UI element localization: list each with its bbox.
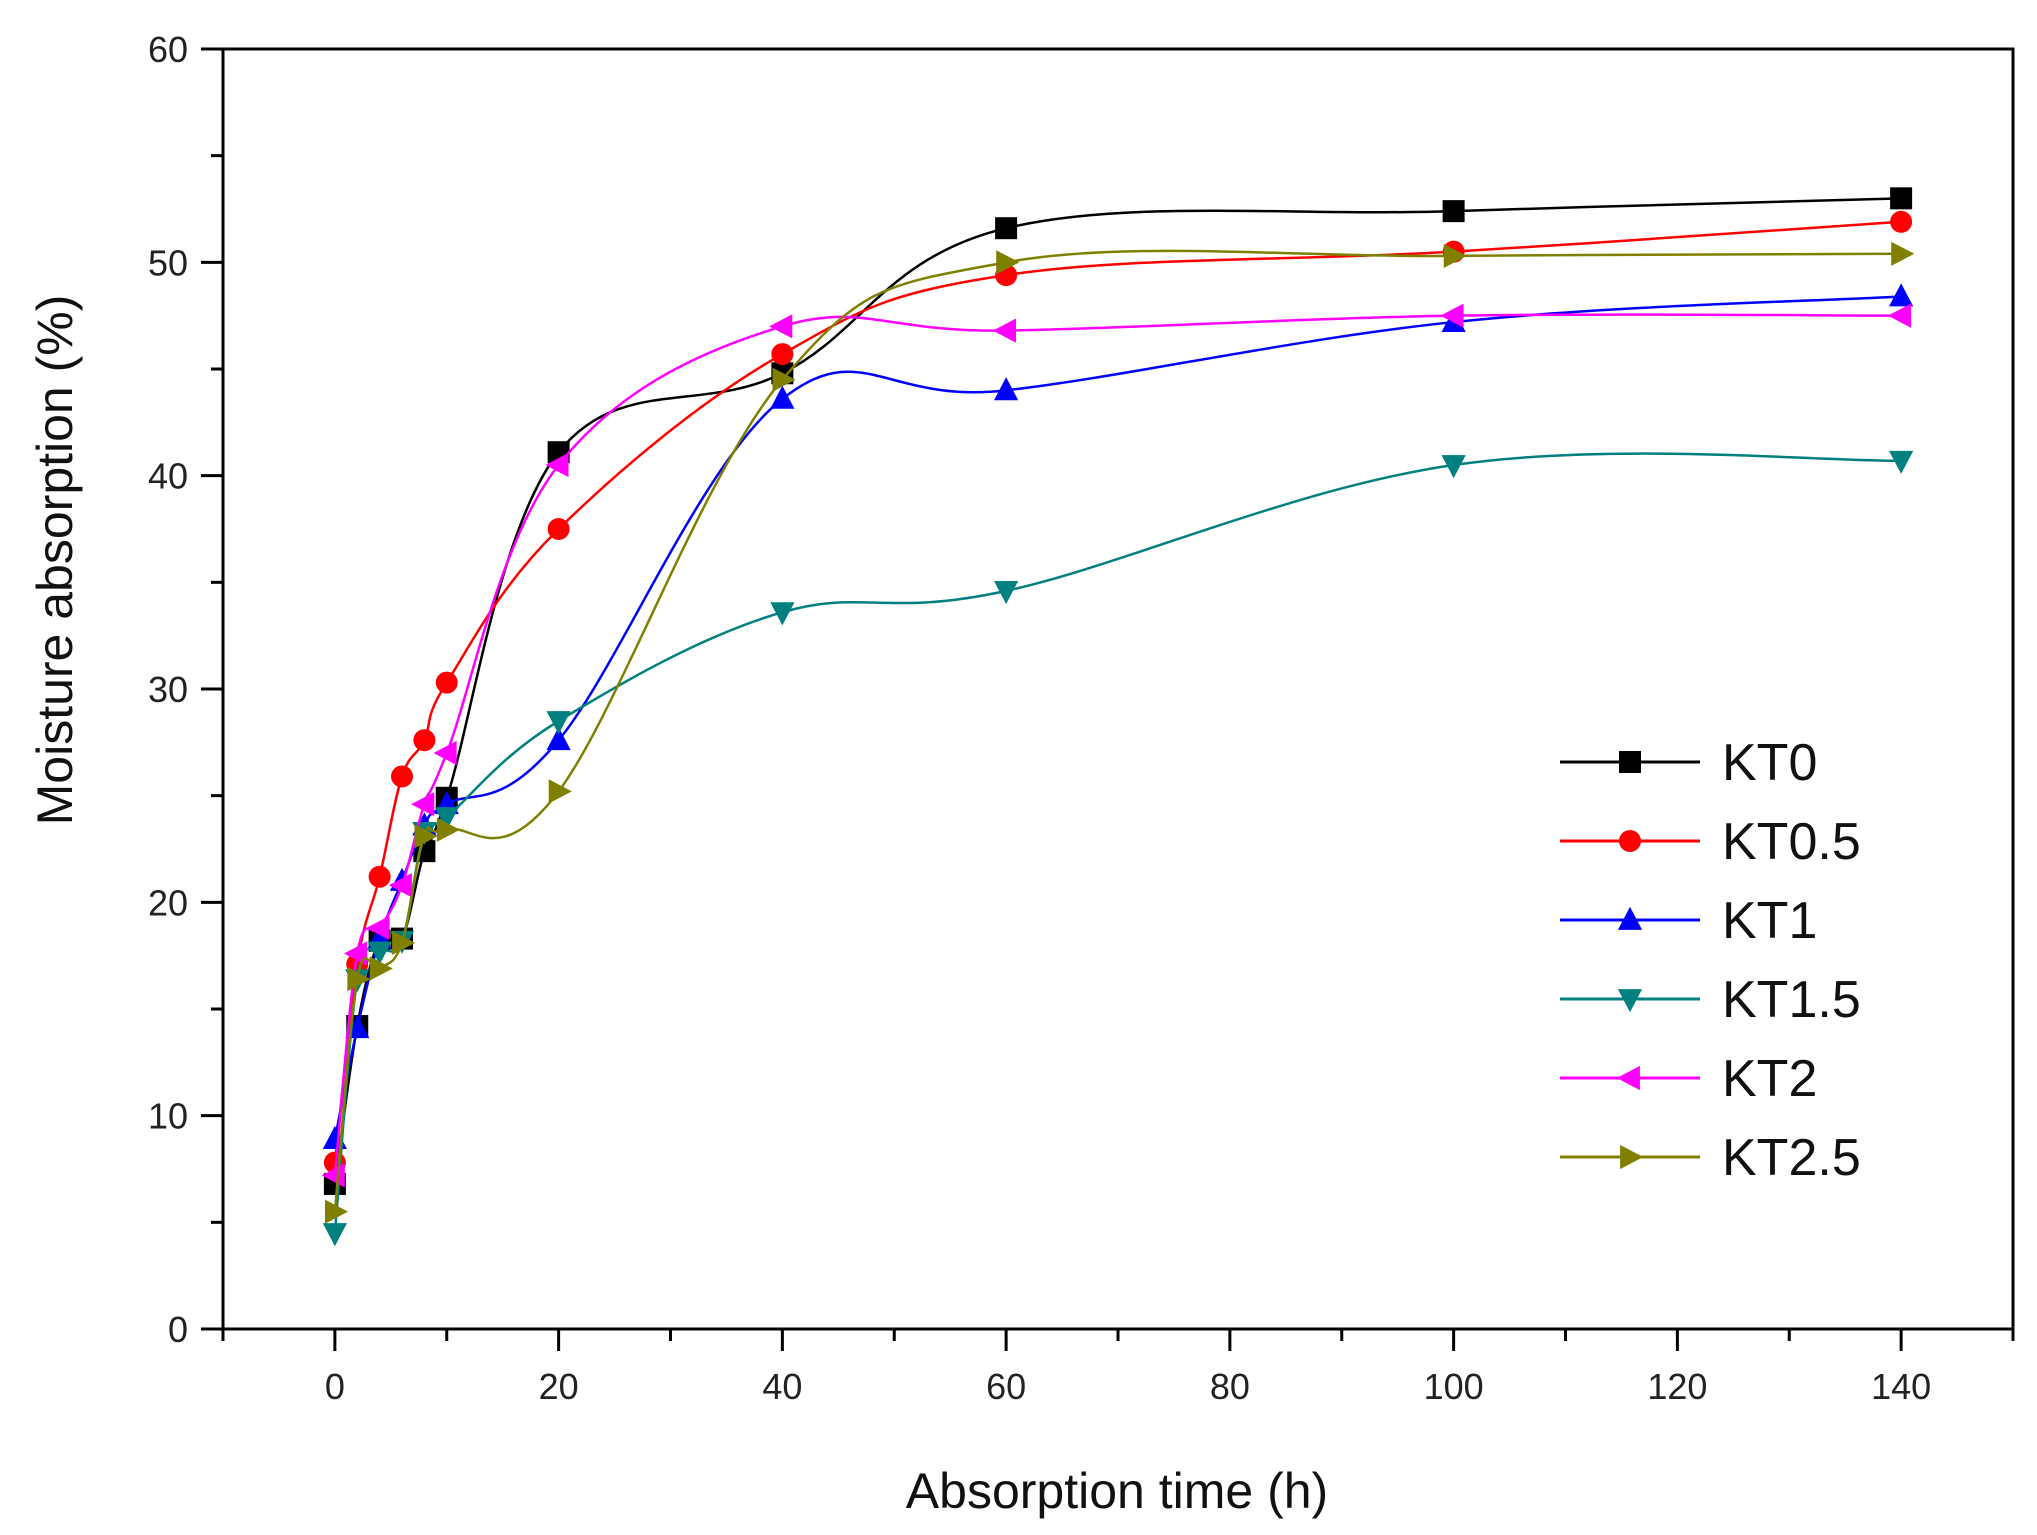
series-line-kt0 (333, 197, 1902, 1185)
legend-label-kt2: KT2 (1722, 1050, 1817, 1108)
data-point-kt0-5 (547, 518, 570, 540)
data-point-kt0 (1890, 187, 1913, 210)
series-line-kt2 (333, 313, 1902, 1176)
axes-layer: 0 20 40 60 80 100 120 140 0 10 20 30 40 50 60 (148, 29, 2015, 1407)
legend-marker-kt2-5 (1620, 1144, 1644, 1170)
series-kt2-5 (324, 241, 1915, 1224)
data-point-kt2 (1887, 303, 1912, 328)
data-point-kt0-5 (413, 729, 436, 752)
data-point-kt1-5 (1889, 450, 1914, 474)
x-tick-label: 60 (986, 1366, 1026, 1407)
legend-label-kt0-5: KT0.5 (1722, 813, 1861, 871)
legend-item-kt1-5: KT1.5 (1560, 971, 1861, 1029)
data-point-kt1-5 (367, 941, 392, 965)
data-point-kt1 (546, 727, 571, 751)
data-point-kt0-5 (1890, 210, 1913, 233)
y-tick-label: 30 (148, 669, 188, 710)
legend-label-kt1: KT1 (1722, 892, 1817, 950)
legend: KT0 KT0.5 KT1 KT1.5 KT2 KT2.5 (1560, 734, 1861, 1187)
y-tick-label: 50 (148, 242, 188, 283)
data-point-kt1-5 (1441, 455, 1466, 479)
x-tick-label: 140 (1871, 1366, 1931, 1407)
legend-marker-kt2 (1616, 1065, 1640, 1091)
data-point-kt1 (994, 377, 1019, 401)
series-line-kt2-5 (333, 249, 1902, 1212)
data-point-kt2-5 (347, 967, 371, 992)
legend-label-kt2-5: KT2.5 (1722, 1129, 1861, 1187)
legend-marker-kt0-5 (1619, 830, 1641, 852)
data-point-kt2 (388, 873, 412, 898)
x-tick-label: 100 (1424, 1366, 1484, 1407)
data-point-kt0-5 (368, 865, 391, 888)
legend-marker-kt1-5 (1617, 989, 1643, 1013)
legend-label-kt1-5: KT1.5 (1722, 971, 1861, 1029)
data-point-kt1 (770, 385, 795, 409)
data-point-kt1-5 (322, 1223, 347, 1247)
legend-item-kt0-5: KT0.5 (1560, 813, 1861, 871)
x-tick-label: 80 (1210, 1366, 1250, 1407)
legend-marker-kt0 (1619, 751, 1641, 773)
data-point-kt2 (1440, 303, 1464, 328)
data-point-kt2-5 (1891, 241, 1915, 266)
data-point-kt1-5 (546, 711, 571, 735)
data-point-kt2 (366, 915, 390, 941)
legend-item-kt2-5: KT2.5 (1560, 1129, 1861, 1187)
y-tick-label: 20 (148, 882, 188, 923)
data-point-kt0-5 (435, 671, 458, 694)
x-tick-label: 120 (1647, 1366, 1707, 1407)
x-tick-label: 40 (762, 1366, 802, 1407)
data-point-kt1 (1889, 283, 1914, 307)
x-axis-title: Absorption time (h) (906, 1463, 1328, 1519)
legend-label-kt0: KT0 (1722, 734, 1817, 792)
y-tick-label: 40 (148, 456, 188, 497)
data-point-kt2 (433, 740, 457, 766)
legend-item-kt0: KT0 (1560, 734, 1817, 792)
data-point-kt0-5 (391, 765, 413, 788)
data-point-kt2-5 (996, 250, 1020, 275)
data-point-kt2 (992, 318, 1017, 343)
legend-item-kt2: KT2 (1560, 1050, 1817, 1108)
series-kt0 (323, 187, 1913, 1195)
data-point-kt2-5 (548, 779, 572, 804)
series-line-kt0-5 (333, 220, 1902, 1163)
data-point-kt0 (995, 217, 1018, 240)
data-point-kt0 (1442, 200, 1465, 223)
y-tick-label: 0 (168, 1309, 188, 1350)
series-kt1-5 (322, 450, 1914, 1247)
y-tick-label: 60 (148, 29, 188, 70)
data-point-kt0-5 (771, 343, 794, 366)
legend-item-kt1: KT1 (1560, 892, 1817, 950)
y-tick-label: 10 (148, 1096, 188, 1137)
x-tick-label: 20 (539, 1366, 579, 1407)
series-kt0-5 (323, 210, 1913, 1174)
series-line-kt1-5 (333, 452, 1902, 1234)
data-point-kt2-5 (772, 367, 796, 392)
series-kt2 (321, 303, 1912, 1188)
data-point-kt1-5 (770, 602, 795, 626)
data-point-kt2-5 (324, 1199, 349, 1224)
data-point-kt1-5 (994, 580, 1019, 605)
series-layer (321, 187, 1915, 1247)
legend-marker-kt1 (1617, 906, 1643, 930)
series-line-kt1 (333, 295, 1902, 1140)
data-point-kt2-5 (392, 930, 416, 955)
data-point-kt2 (411, 792, 435, 817)
y-axis-title: Moisture absorption (%) (27, 295, 83, 826)
data-point-kt2 (545, 452, 569, 478)
data-point-kt2 (344, 941, 368, 966)
data-point-kt1-5 (434, 807, 459, 831)
data-point-kt2-5 (369, 956, 393, 981)
data-point-kt2-5 (436, 817, 460, 842)
data-point-kt2-5 (414, 824, 438, 849)
x-tick-label: 0 (325, 1366, 345, 1407)
data-point-kt2 (769, 314, 793, 339)
data-point-kt2-5 (1443, 243, 1467, 269)
